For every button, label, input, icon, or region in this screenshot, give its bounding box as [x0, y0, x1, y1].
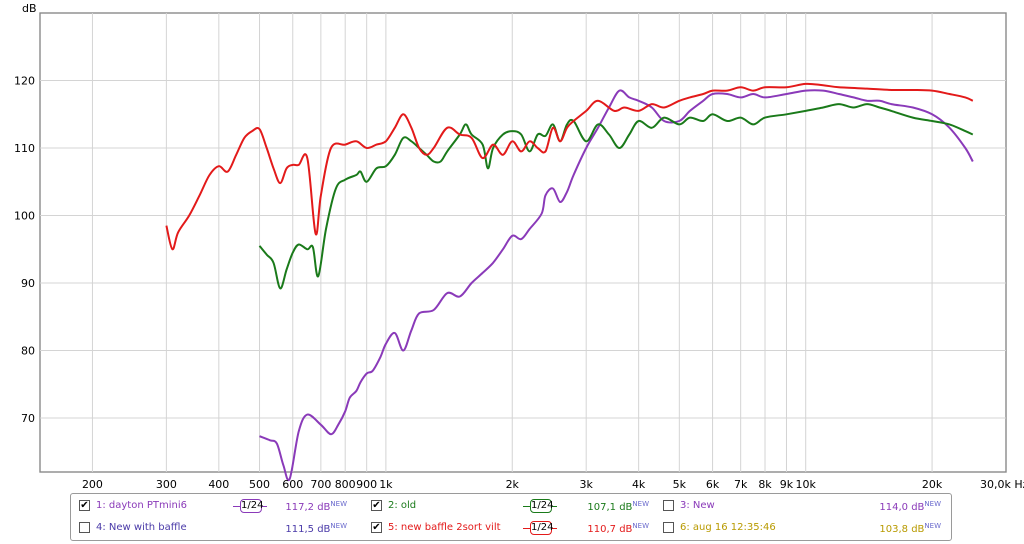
x-tick-label: 600: [282, 478, 303, 490]
series-line-dayton-ptmini6: [259, 89, 974, 482]
legend-checkbox-1[interactable]: ✔: [79, 500, 90, 511]
y-axis-unit-label: dB: [22, 2, 37, 15]
x-tick-label: 10k: [796, 478, 817, 490]
x-tick-label: 300: [156, 478, 177, 490]
smoothing-label-1: 1/24: [240, 499, 264, 513]
legend-name-5: 5: new baffle 2sort vilt: [388, 522, 501, 533]
legend-name-2: 2: old: [388, 500, 417, 511]
legend-checkbox-5[interactable]: ✔: [371, 522, 382, 533]
x-tick-label: 20k: [922, 478, 943, 490]
x-tick-label: 700: [310, 478, 331, 490]
new-badge-6: NEW: [924, 522, 941, 530]
x-tick-label: 2k: [506, 478, 520, 490]
x-tick-label: 4k: [632, 478, 646, 490]
legend-checkbox-4[interactable]: [79, 522, 90, 533]
x-tick-label: 30,0k Hz: [980, 478, 1024, 490]
y-tick-label: 110: [14, 142, 35, 155]
legend-checkbox-6[interactable]: [663, 522, 674, 533]
x-tick-label: 5k: [673, 478, 687, 490]
smoothing-button-1[interactable]: 1/24: [233, 499, 267, 513]
legend-checkbox-3[interactable]: [663, 500, 674, 511]
new-badge-2: NEW: [632, 500, 649, 508]
new-badge-4: NEW: [330, 522, 347, 530]
x-tick-label: 900: [356, 478, 377, 490]
grid-lines: [40, 13, 1006, 472]
legend-level-4: 111,5 dBNEW: [277, 522, 347, 535]
y-tick-label: 90: [21, 277, 35, 290]
plot-area: [39, 12, 1007, 473]
smoothing-label-5: 1/24: [530, 521, 554, 535]
new-badge-3: NEW: [924, 500, 941, 508]
legend-level-2: 107,1 dBNEW: [579, 500, 649, 513]
legend-level-6: 103,8 dBNEW: [871, 522, 941, 535]
legend-name-4: 4: New with baffle: [96, 522, 187, 533]
legend-row-2: 4: New with baffle 111,5 dBNEW ✔ 5: new …: [79, 521, 945, 539]
x-tick-label: 800: [335, 478, 356, 490]
y-tick-label: 100: [14, 210, 35, 223]
series-lines: [165, 82, 974, 482]
legend-level-3: 114,0 dBNEW: [871, 500, 941, 513]
y-tick-label: 120: [14, 75, 35, 88]
level-value-4: 111,5 dB: [285, 524, 331, 535]
x-tick-label: 6k: [706, 478, 720, 490]
legend-name-1: 1: dayton PTmini6: [96, 500, 187, 511]
legend-level-5: 110,7 dBNEW: [579, 522, 649, 535]
y-tick-label: 70: [21, 412, 35, 425]
x-tick-label: 200: [82, 478, 103, 490]
new-badge-5: NEW: [632, 522, 649, 530]
x-tick-label: 7k: [734, 478, 748, 490]
level-value-1: 117,2 dB: [285, 502, 331, 513]
smoothing-button-5[interactable]: 1/24: [523, 521, 557, 535]
smoothing-button-2[interactable]: 1/24: [523, 499, 557, 513]
x-tick-label: 8k: [758, 478, 772, 490]
y-tick-label: 80: [21, 345, 35, 358]
series-line-old: [258, 103, 974, 290]
x-tick-label: 9k: [780, 478, 794, 490]
legend-panel: ✔ 1: dayton PTmini6 1/24 117,2 dBNEW ✔ 2…: [70, 493, 952, 541]
legend-checkbox-2[interactable]: ✔: [371, 500, 382, 511]
new-badge-1: NEW: [330, 500, 347, 508]
x-tick-label: 1k: [379, 478, 393, 490]
smoothing-label-2: 1/24: [530, 499, 554, 513]
legend-level-1: 117,2 dBNEW: [277, 500, 347, 513]
legend-name-3: 3: New: [680, 500, 715, 511]
x-tick-label: 3k: [580, 478, 594, 490]
legend-name-6: 6: aug 16 12:35:46: [680, 522, 776, 533]
x-tick-label: 400: [208, 478, 229, 490]
level-value-2: 107,1 dB: [587, 502, 633, 513]
series-line-new-baffle-2sort-vilt: [165, 82, 974, 251]
level-value-6: 103,8 dB: [879, 524, 925, 535]
x-tick-label: 500: [249, 478, 270, 490]
legend-row-1: ✔ 1: dayton PTmini6 1/24 117,2 dBNEW ✔ 2…: [79, 499, 945, 517]
level-value-3: 114,0 dB: [879, 502, 925, 513]
level-value-5: 110,7 dB: [587, 524, 633, 535]
